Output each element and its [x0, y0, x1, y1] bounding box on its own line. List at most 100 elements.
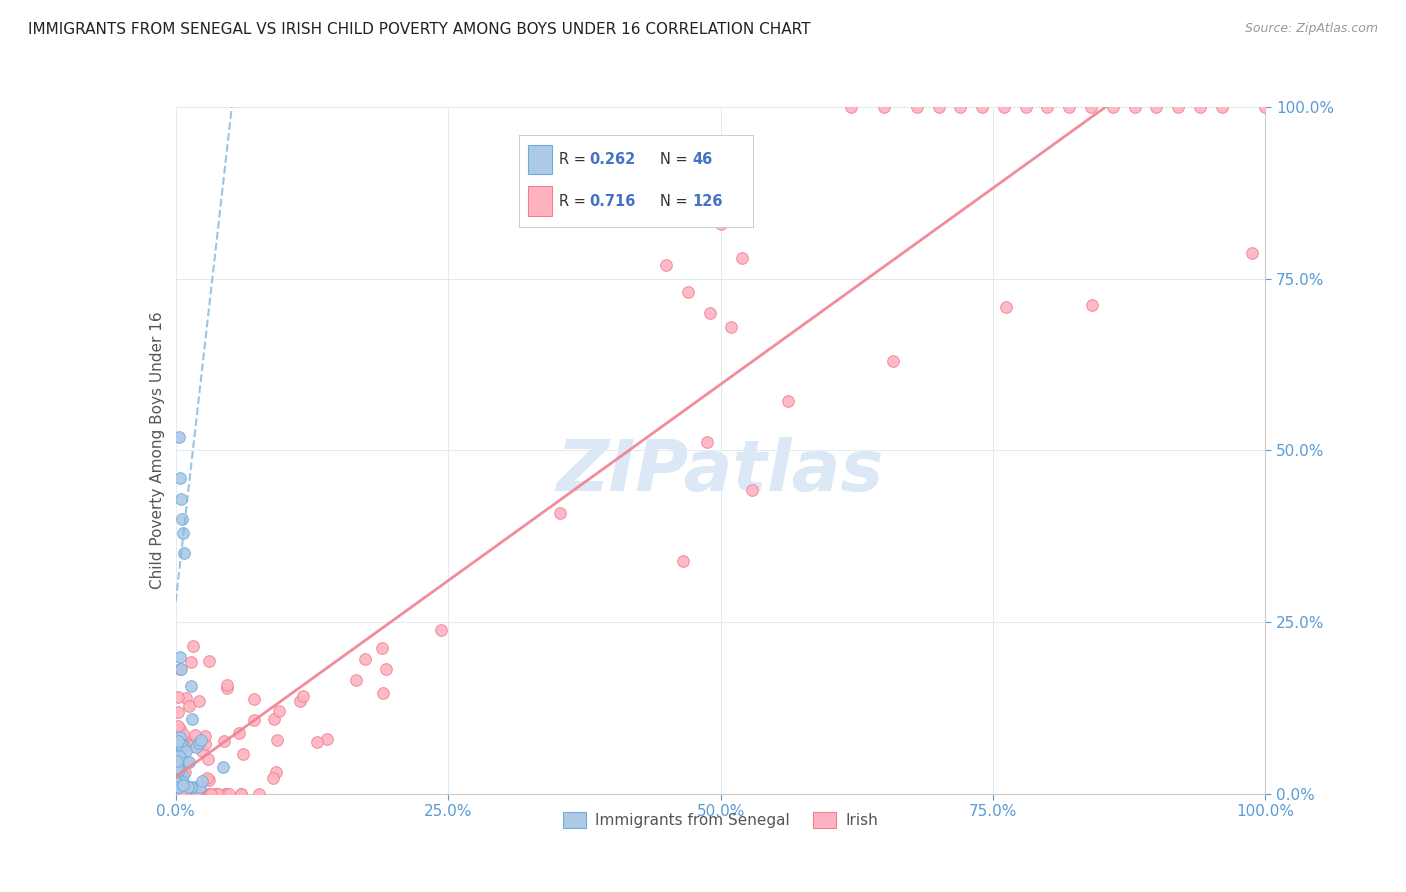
Point	[882, 354, 904, 368]
Point	[315, 732, 337, 747]
Point	[166, 757, 188, 772]
Point	[184, 728, 207, 742]
Point	[166, 780, 188, 794]
Point	[166, 754, 188, 768]
Point	[170, 787, 193, 801]
Point	[170, 787, 193, 801]
Point	[170, 741, 193, 756]
Point	[262, 771, 284, 785]
Point	[169, 722, 191, 736]
Point	[205, 787, 228, 801]
Point	[169, 768, 191, 782]
Point	[215, 681, 238, 695]
Point	[167, 764, 190, 779]
Point	[993, 100, 1015, 114]
Point	[741, 483, 763, 497]
Point	[198, 773, 221, 788]
Text: Source: ZipAtlas.com: Source: ZipAtlas.com	[1244, 22, 1378, 36]
Text: ZIPatlas: ZIPatlas	[557, 436, 884, 506]
Text: 0.716: 0.716	[589, 194, 636, 209]
Point	[172, 775, 194, 789]
Point	[181, 787, 204, 801]
Text: R =: R =	[558, 194, 591, 209]
Point	[288, 694, 311, 708]
Point	[167, 780, 190, 794]
Point	[167, 775, 190, 789]
Point	[166, 771, 188, 785]
Point	[179, 735, 201, 749]
Point	[166, 760, 188, 774]
Point	[841, 100, 863, 114]
Point	[218, 787, 240, 801]
Point	[429, 623, 451, 637]
Point	[231, 787, 253, 801]
Point	[181, 780, 204, 795]
Point	[198, 787, 221, 801]
Point	[1144, 100, 1167, 114]
Point	[169, 787, 191, 801]
Point	[166, 776, 188, 790]
FancyBboxPatch shape	[529, 186, 551, 216]
Point	[183, 787, 205, 801]
Point	[172, 787, 194, 801]
Point	[169, 471, 191, 485]
Point	[305, 735, 328, 749]
Point	[174, 743, 197, 757]
Point	[207, 787, 229, 801]
Point	[172, 780, 194, 795]
Point	[167, 758, 190, 772]
Legend: Immigrants from Senegal, Irish: Immigrants from Senegal, Irish	[557, 806, 884, 834]
Point	[167, 719, 190, 733]
Point	[170, 739, 193, 753]
Point	[228, 726, 250, 740]
Point	[1241, 245, 1264, 260]
Point	[644, 155, 666, 169]
Point	[166, 736, 188, 750]
Point	[173, 738, 195, 752]
Point	[176, 737, 198, 751]
Text: R =: R =	[558, 152, 591, 167]
Point	[207, 787, 229, 801]
Text: N =: N =	[659, 152, 692, 167]
Point	[172, 739, 194, 753]
Point	[266, 732, 288, 747]
Text: 46: 46	[692, 152, 713, 167]
Point	[1036, 100, 1059, 114]
Point	[949, 100, 972, 114]
Point	[169, 662, 191, 676]
Point	[190, 733, 212, 747]
Point	[229, 787, 252, 801]
Point	[186, 739, 208, 754]
Text: 0.262: 0.262	[589, 152, 636, 167]
Point	[170, 491, 193, 506]
Point	[187, 736, 209, 750]
Point	[177, 755, 200, 769]
Point	[205, 787, 228, 801]
Point	[174, 754, 197, 768]
Point	[177, 784, 200, 798]
Point	[167, 756, 190, 771]
Point	[905, 100, 928, 114]
Point	[167, 780, 190, 794]
Point	[167, 787, 190, 801]
Point	[375, 662, 398, 676]
Point	[247, 787, 270, 801]
Point	[1015, 100, 1038, 114]
Point	[166, 770, 188, 784]
Point	[180, 780, 202, 794]
Point	[188, 780, 211, 794]
Point	[167, 430, 190, 444]
Text: IMMIGRANTS FROM SENEGAL VS IRISH CHILD POVERTY AMONG BOYS UNDER 16 CORRELATION C: IMMIGRANTS FROM SENEGAL VS IRISH CHILD P…	[28, 22, 811, 37]
Point	[180, 739, 202, 753]
Text: 126: 126	[692, 194, 723, 209]
Point	[172, 727, 194, 741]
Point	[179, 787, 201, 801]
Point	[169, 785, 191, 799]
Point	[371, 641, 394, 656]
Point	[353, 652, 375, 666]
Point	[167, 787, 190, 801]
Point	[191, 774, 214, 789]
Point	[167, 749, 190, 764]
Point	[263, 712, 285, 726]
Point	[212, 734, 235, 748]
